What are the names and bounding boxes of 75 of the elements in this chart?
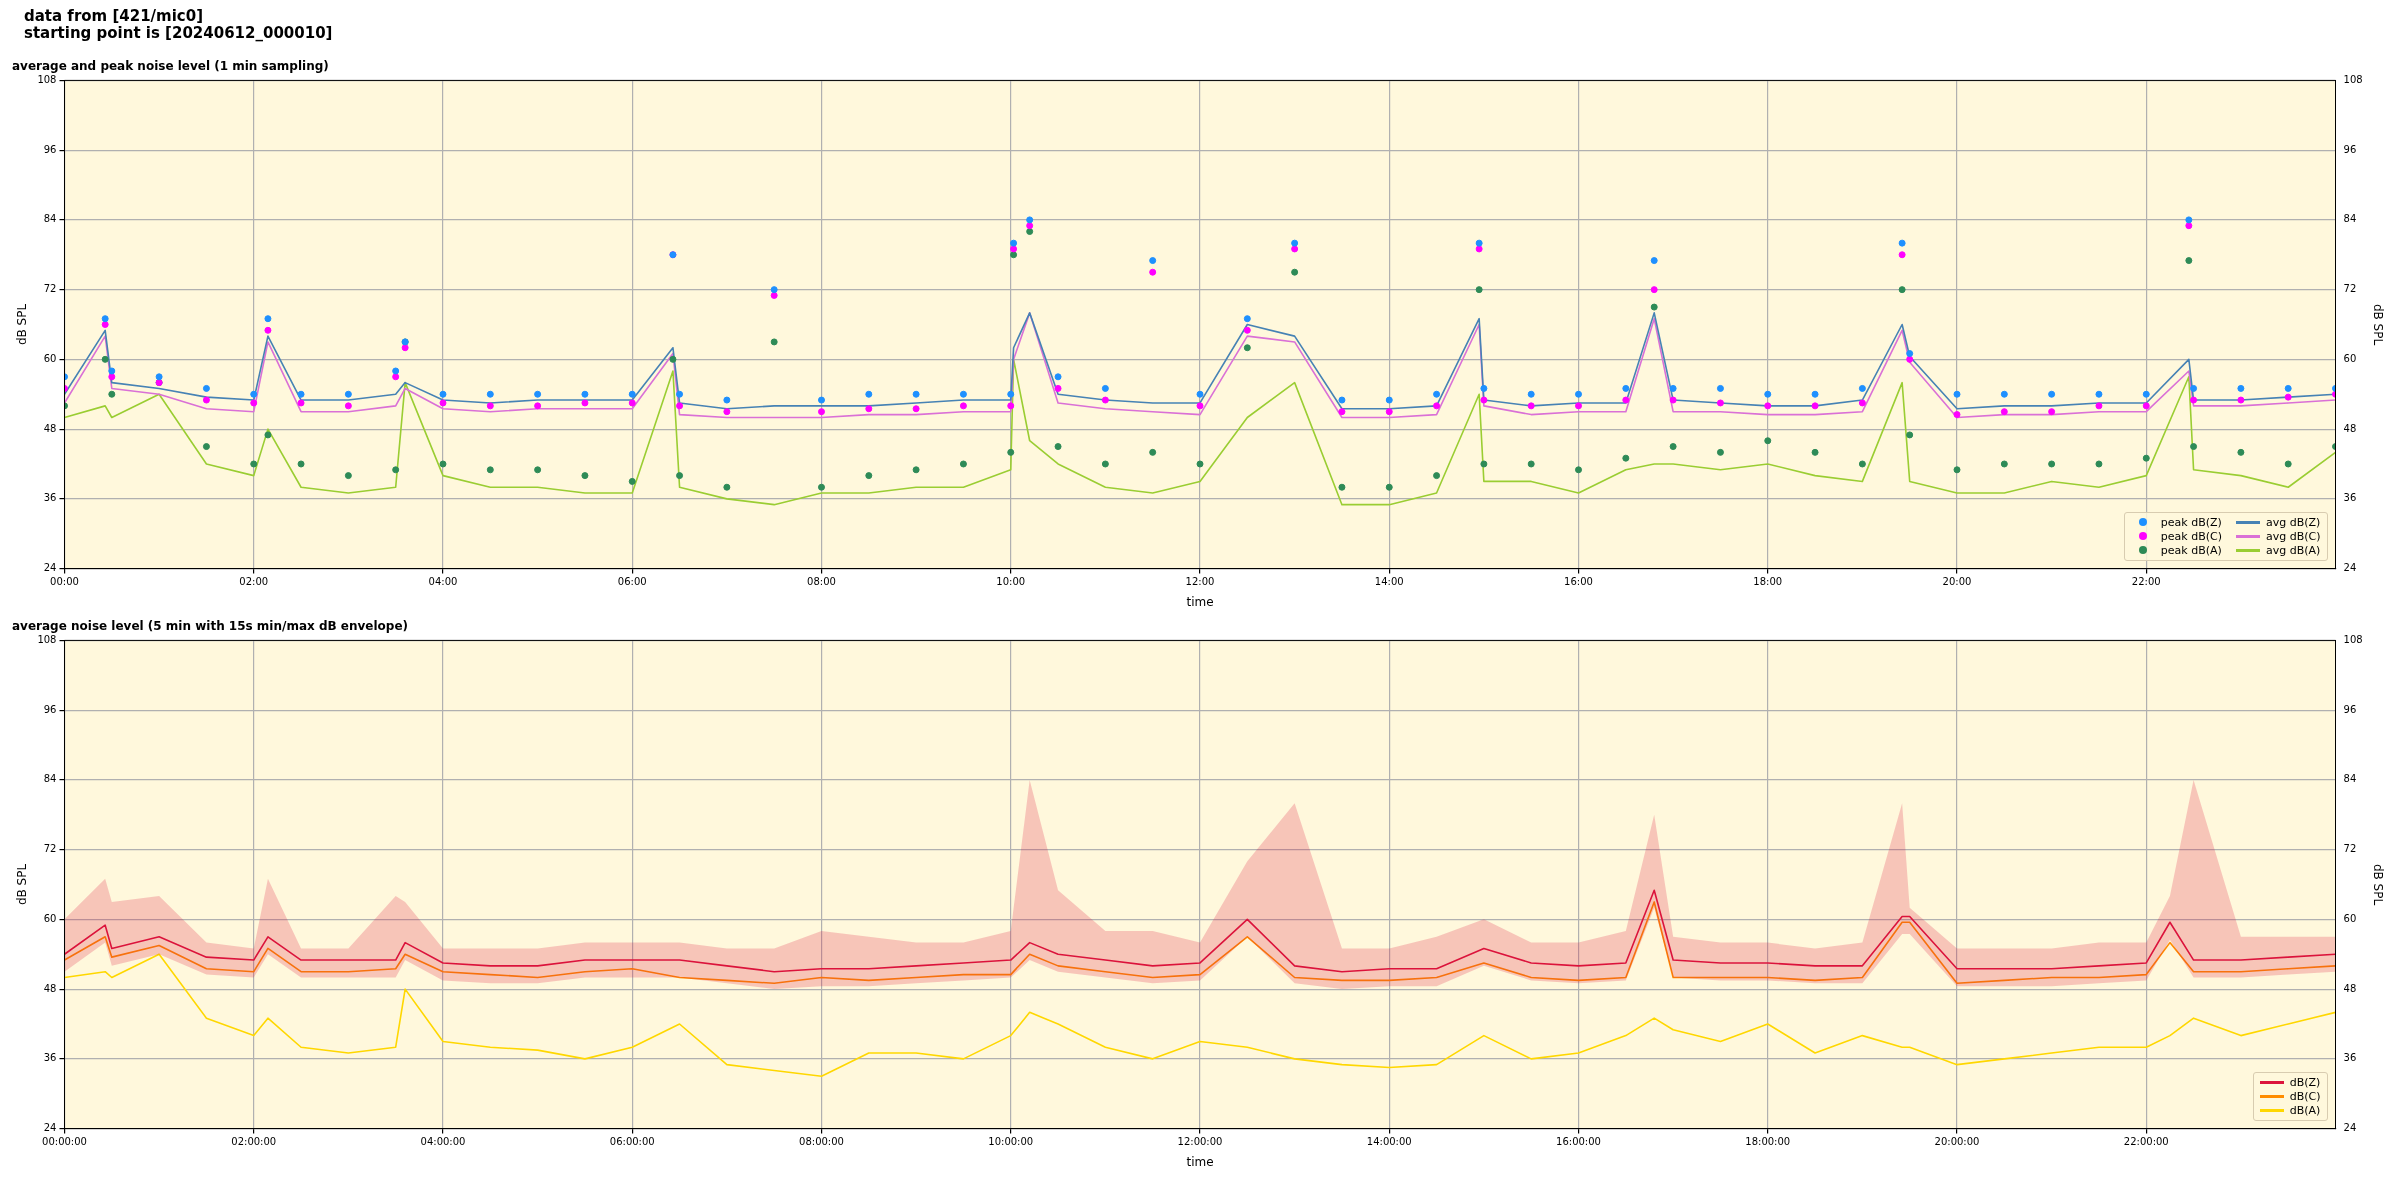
y-tick-label: 96 [43,143,57,155]
y-tick-label: 60 [43,352,57,364]
x-tick-label: 18:00:00 [1745,1136,1791,1148]
x-tick-label: 12:00 [1185,576,1215,588]
x-tick-label: 04:00:00 [420,1136,466,1148]
y-tick-label: 84 [43,773,57,785]
text: starting point is [20240612_000010] [23,24,334,42]
y-tick-label: 36 [43,1052,57,1064]
y-axis-title: dB SPL [15,863,30,906]
x-tick-label: 14:00:00 [1366,1136,1412,1148]
x-tick-label: 04:00 [428,576,458,588]
x-tick-label: 22:00 [2131,576,2161,588]
legend-label: dB(C) [2289,1089,2321,1103]
x-tick-label: 16:00:00 [1556,1136,1601,1148]
y-tick-label: 36 [43,492,57,504]
y2-tick-label: 108 [2343,633,2363,645]
x-tick-label: 10:00:00 [988,1136,1034,1148]
y-tick-label: 60 [43,912,57,924]
y2-tick-label: 24 [2343,1122,2357,1134]
x-tick-label: 08:00:00 [799,1136,844,1148]
y-axis-title: dB SPL [15,303,30,346]
legend-label: dB(Z) [2289,1075,2321,1089]
y2-tick-label: 96 [2343,703,2357,715]
y2-tick-label: 96 [2343,143,2357,155]
x-tick-label: 02:00 [239,576,269,588]
y-tick-label: 96 [43,703,57,715]
x-tick-label: 18:00 [1753,576,1783,588]
y-tick-label: 48 [43,982,57,994]
x-tick-label: 00:00 [50,576,79,588]
text: data from [421/mic0] [23,7,205,25]
y2-tick-label: 84 [2343,773,2357,785]
chart-title: average noise level (5 min with 15s min/max dB envelope) [12,619,409,634]
y2-tick-label: 36 [2343,1052,2357,1064]
x-tick-label: 10:00 [996,576,1026,588]
y-tick-label: 84 [43,213,57,225]
x-tick-label: 20:00 [1942,576,1972,588]
chart-title: average and peak noise level (1 min sampling) [12,59,329,74]
x-tick-label: 06:00 [617,576,647,588]
legend-label: peak dB(A) [2160,543,2222,557]
legend-label: avg dB(A) [2265,543,2321,557]
x-tick-label: 08:00 [807,576,836,588]
y-tick-label: 108 [37,633,57,645]
y2-tick-label: 60 [2343,352,2357,364]
y2-tick-label: 108 [2343,73,2363,85]
y2-tick-label: 24 [2343,562,2357,574]
legend-label: avg dB(Z) [2265,515,2321,529]
x-tick-label: 20:00:00 [1934,1136,1980,1148]
y-tick-label: 24 [43,562,57,574]
y-tick-label: 24 [43,1122,57,1134]
y-tick-label: 108 [37,73,57,85]
y-tick-label: 72 [43,283,57,295]
legend-label: peak dB(Z) [2160,515,2222,529]
y-tick-label: 48 [43,422,57,434]
x-axis-title: time [1186,1154,1214,1169]
y2-tick-label: 72 [2343,283,2357,295]
y2-tick-label: 60 [2343,912,2357,924]
legend-label: peak dB(C) [2160,529,2222,543]
legend-label: dB(A) [2289,1103,2321,1117]
y2-tick-label: 84 [2343,213,2357,225]
legend-label: avg dB(C) [2265,529,2321,543]
x-tick-label: 16:00 [1564,576,1593,588]
x-tick-label: 06:00:00 [609,1136,655,1148]
y2-tick-label: 48 [2343,982,2357,994]
x-tick-label: 12:00:00 [1177,1136,1223,1148]
x-tick-label: 00:00:00 [42,1136,87,1148]
y-tick-label: 72 [43,843,57,855]
x-axis-title: time [1186,594,1214,609]
y2-axis-title: dB SPL [2370,303,2385,346]
y2-tick-label: 72 [2343,843,2357,855]
x-tick-label: 22:00:00 [2123,1136,2169,1148]
y2-axis-title: dB SPL [2370,863,2385,906]
y2-tick-label: 36 [2343,492,2357,504]
x-tick-label: 14:00 [1374,576,1404,588]
x-tick-label: 02:00:00 [231,1136,277,1148]
y2-tick-label: 48 [2343,422,2357,434]
